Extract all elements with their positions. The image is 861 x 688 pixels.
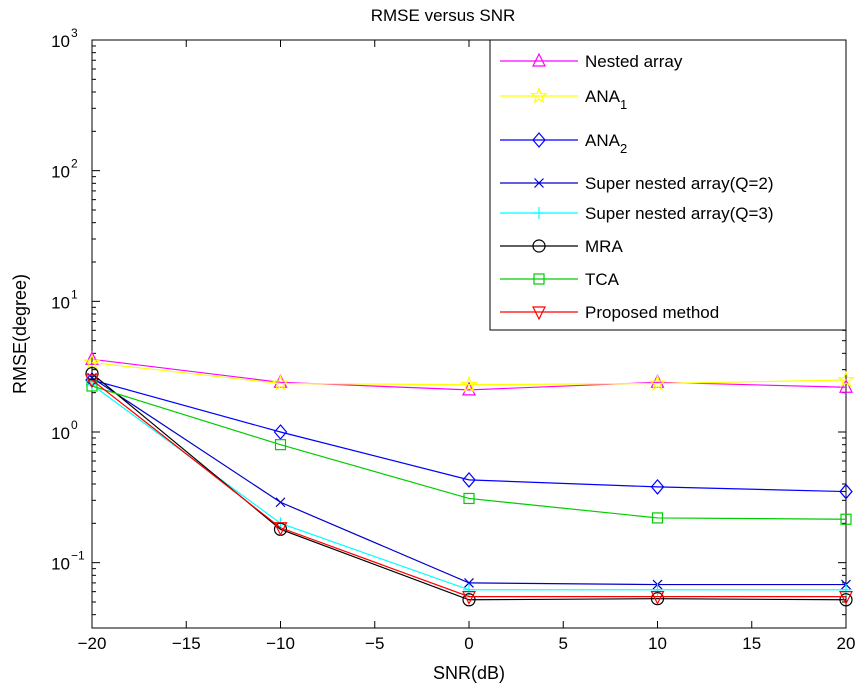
y-axis-label: RMSE(degree) [10,274,30,394]
legend-label-subscript: 1 [620,97,627,112]
point-ana-1 [83,353,101,371]
chart-title: RMSE versus SNR [371,6,516,25]
x-tick-label: 5 [559,634,568,653]
point-ana-1 [271,374,290,392]
legend-label-proposed-method: Proposed method [585,303,719,322]
y-tick-label: 10 [51,293,70,312]
y-tick-exponent: 0 [71,418,78,432]
y-tick-exponent: 2 [71,157,78,171]
y-tick-label: 10 [51,424,70,443]
y-tick-label: 10 [51,555,70,574]
point-super-nested-array-q-2 [464,577,474,588]
x-tick-label: −20 [78,634,107,653]
point-proposed-method [650,590,665,605]
legend-label-mra: MRA [585,237,623,256]
x-tick-label: 0 [464,634,473,653]
point-proposed-method [273,522,288,537]
point-proposed-method [839,590,853,605]
point-super-nested-array-q-3 [651,583,664,596]
point-mra [839,593,853,607]
series-line-proposed-method [91,379,846,598]
point-ana-2 [650,478,665,495]
legend-box [489,39,847,331]
point-mra [462,593,476,607]
y-tick-exponent: −1 [71,549,85,563]
series-group [83,350,855,607]
point-tca [86,380,98,392]
series-line-tca [91,385,847,520]
point-ana-2 [462,471,476,488]
y-tick-exponent: 3 [71,26,78,40]
point-tca [274,439,287,451]
legend-marker-tca [533,273,545,285]
legend-label-super-nested-array-q-2: Super nested array(Q=2) [585,174,774,193]
point-ana-1 [460,375,478,393]
point-proposed-method [462,590,476,605]
x-tick-label: 15 [742,634,761,653]
x-tick-label: 20 [837,634,856,653]
point-tca [651,512,664,524]
legend-label-nested-array: Nested array [585,52,683,71]
point-tca [840,513,852,525]
legend-marker-ana-1 [530,86,548,104]
legend-label-super-nested-array-q-3: Super nested array(Q=3) [585,204,774,223]
legend-label-tca: TCA [585,270,620,289]
legend-marker-nested-array [532,52,546,67]
point-mra [85,366,99,381]
y-tick-label: 10 [51,32,70,51]
point-ana-2 [839,483,853,500]
legend-label-subscript: 2 [620,141,627,156]
legend-marker-super-nested-array-q-3 [533,207,545,219]
series-line-nested-array [91,358,847,391]
legend-marker-proposed-method [532,306,546,321]
legend-marker-ana-2 [532,132,546,148]
point-ana-1 [837,370,855,388]
legend-marker-super-nested-array-q-2 [534,178,544,188]
point-tca [463,492,475,505]
y-tick-exponent: 1 [71,287,78,301]
point-nested-array [839,378,853,393]
point-nested-array [462,381,476,396]
series-line-ana-1 [91,361,847,386]
point-proposed-method [85,374,99,389]
y-tick-label: 10 [51,163,70,182]
point-ana-2 [273,424,288,440]
x-tick-label: −15 [172,634,201,653]
point-super-nested-array-q-2 [275,497,286,508]
point-nested-array [85,350,99,365]
series-line-ana-2 [91,379,847,493]
point-ana-1 [648,374,667,392]
legend-marker-mra [532,239,546,253]
series-line-mra [91,373,847,601]
x-tick-label: 10 [648,634,667,653]
x-axis-label: SNR(dB) [433,663,505,683]
x-tick-label: −5 [365,634,384,653]
x-tick-label: −10 [266,634,295,653]
